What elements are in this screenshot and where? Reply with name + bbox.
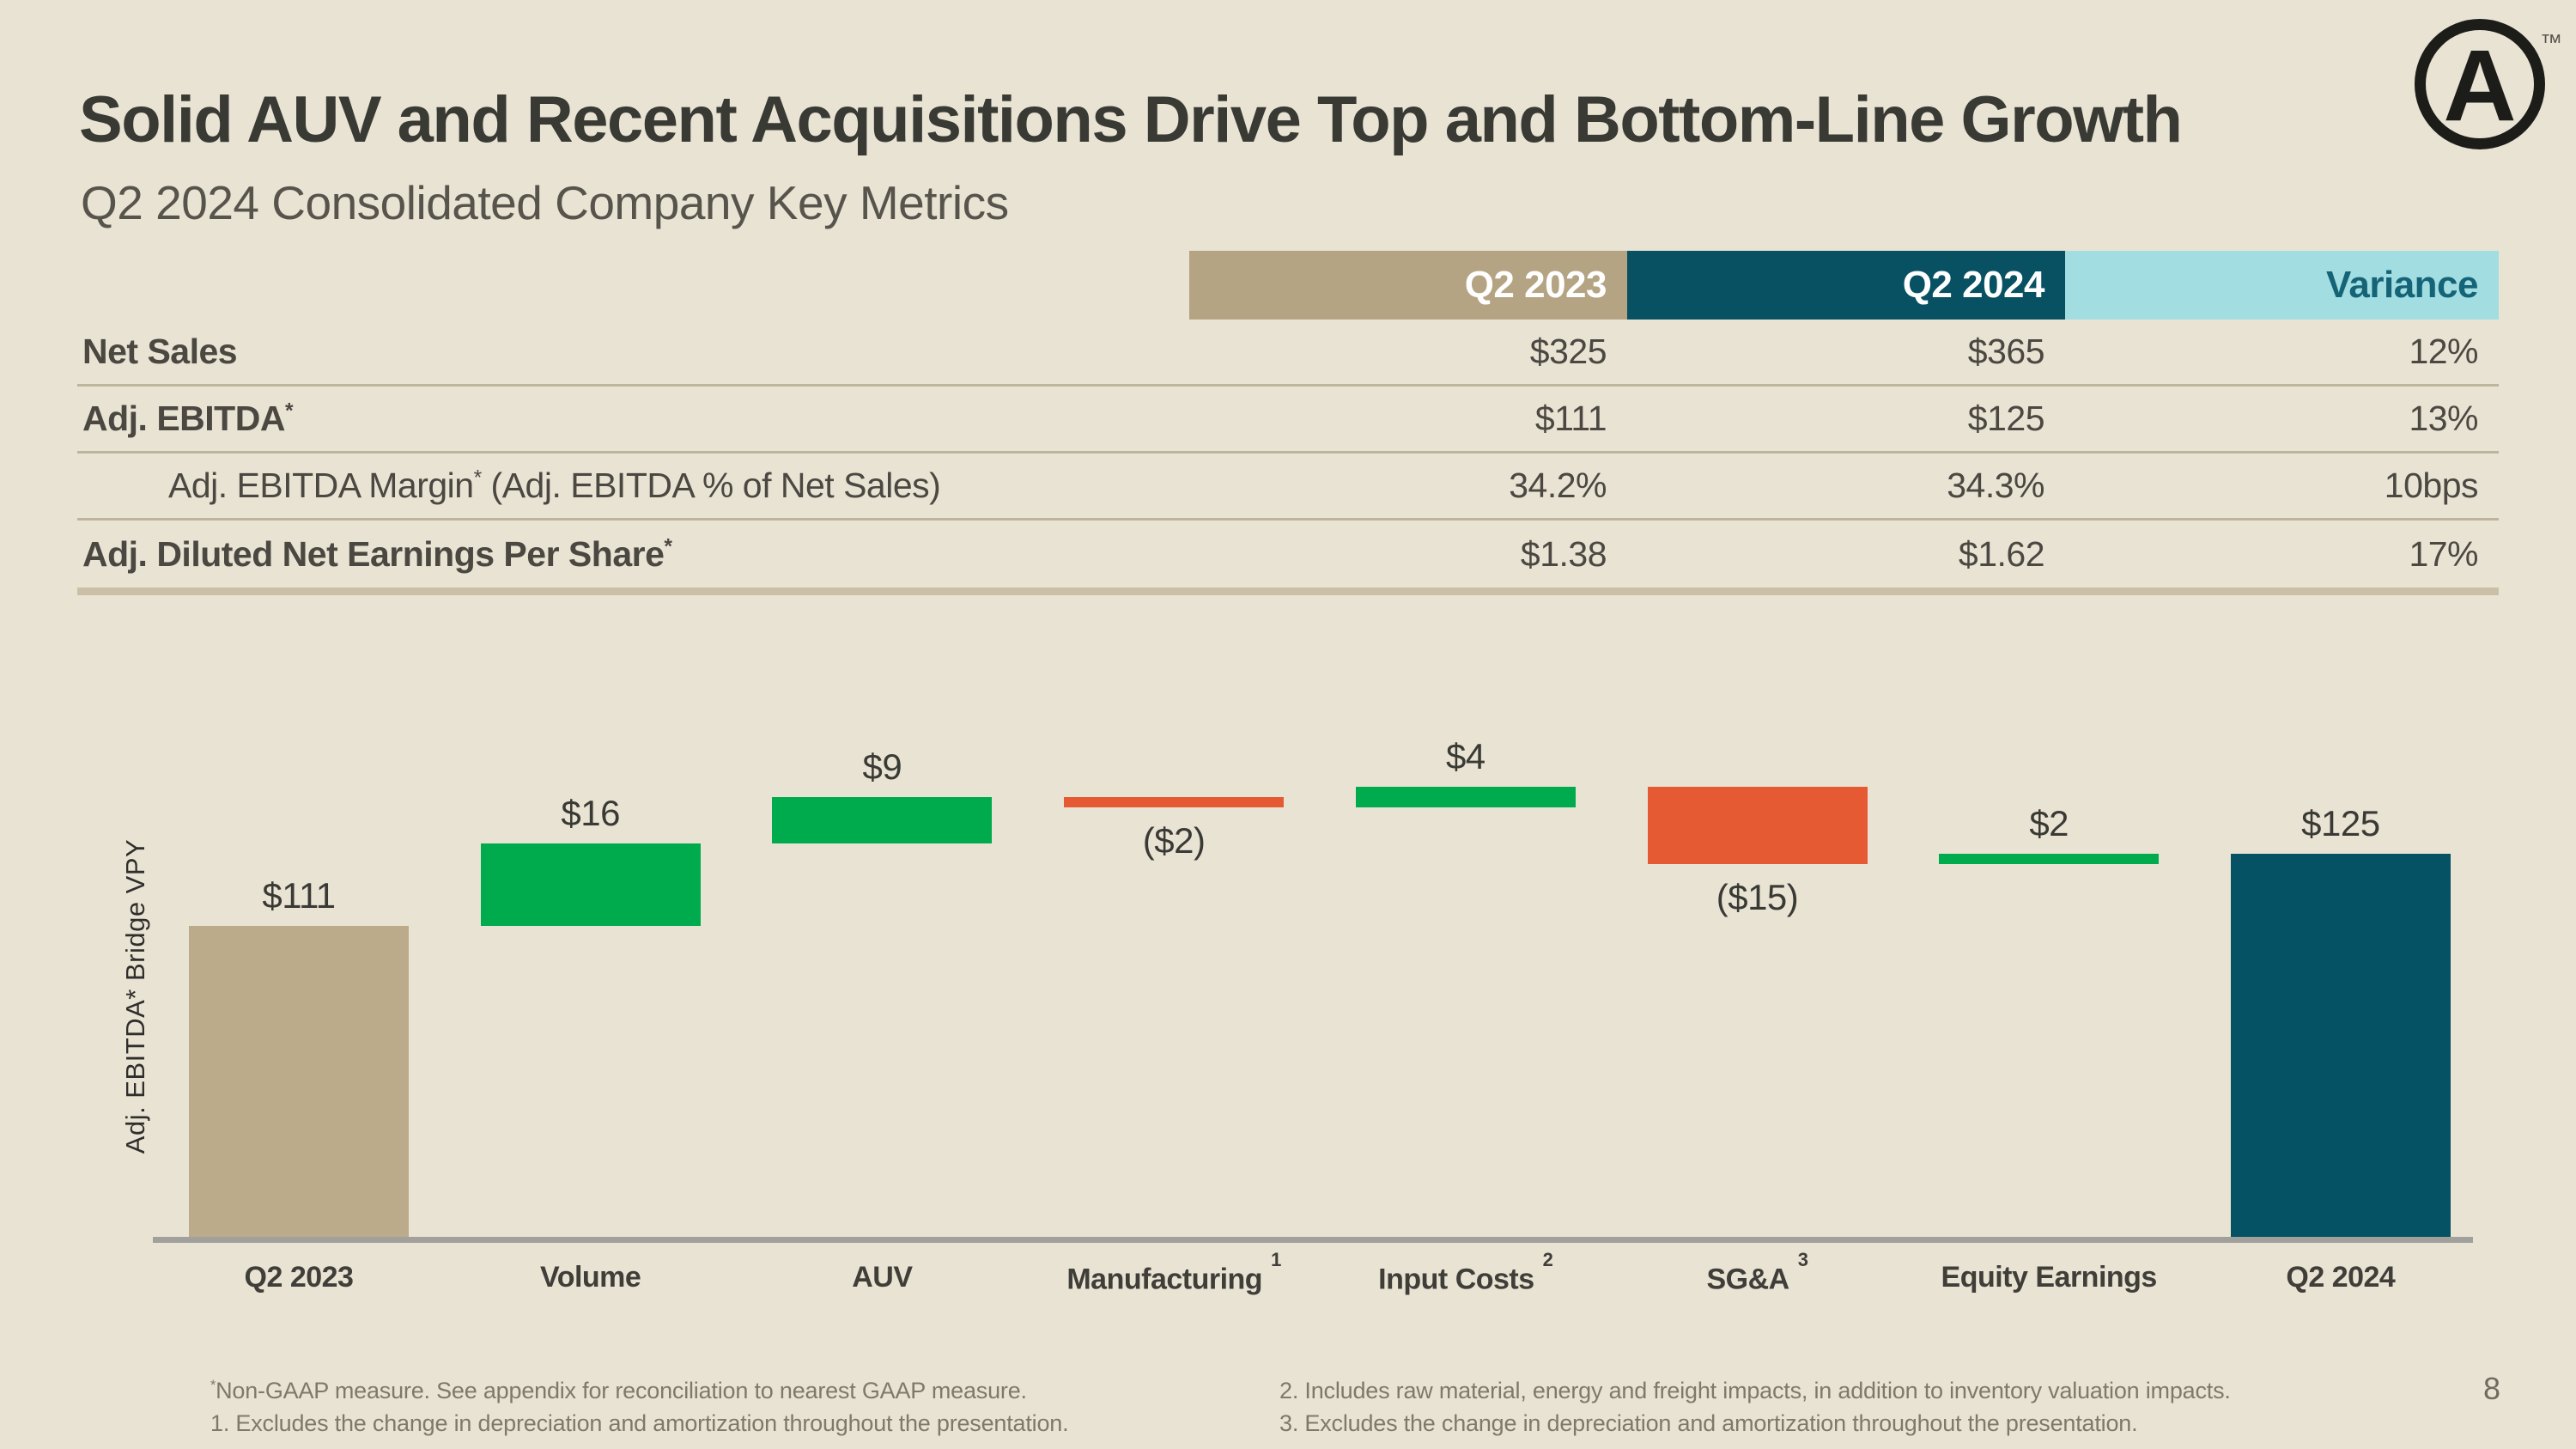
table-row: Adj. EBITDA Margin* (Adj. EBITDA % of Ne… <box>77 454 2499 521</box>
table-bottom-rule <box>77 588 2499 595</box>
bar-category-label: Input Costs2 <box>1378 1249 1553 1296</box>
col-header-q2-2024: Q2 2024 <box>1627 251 2065 320</box>
trademark-icon: ™ <box>2540 29 2562 55</box>
bar-category-label: Manufacturing1 <box>1066 1249 1281 1296</box>
bar-value-label: ($2) <box>1142 820 1206 861</box>
bar-value-label: $16 <box>561 793 620 833</box>
page-number: 8 <box>2482 1371 2500 1406</box>
bar-category-label: Q2 2023 <box>244 1261 354 1294</box>
bar-value-label: $125 <box>2301 803 2380 843</box>
bar-category-label: SG&A3 <box>1706 1249 1808 1296</box>
logo-letter: A <box>2443 29 2517 143</box>
footnotes-left: *Non-GAAP measure. See appendix for reco… <box>210 1374 1069 1440</box>
table-cell: $325 <box>1529 332 1607 371</box>
col-header-q2-2023: Q2 2023 <box>1189 251 1627 320</box>
table-cell: 17% <box>2409 533 2478 574</box>
table-row: Net Sales $325 $365 12% <box>77 320 2499 387</box>
page-title: Solid AUV and Recent Acquisitions Drive … <box>79 83 2183 156</box>
chart-y-axis-label: Adj. EBITDA* Bridge VPY <box>120 838 150 1154</box>
waterfall-bar-manufacturing <box>1064 797 1285 807</box>
chart-x-axis-line <box>153 1237 2473 1243</box>
footnote-line: *Non-GAAP measure. See appendix for reco… <box>210 1378 1027 1403</box>
row-label: Adj. EBITDA Margin* (Adj. EBITDA % of Ne… <box>168 466 941 505</box>
waterfall-bar-q2-2024 <box>2230 854 2451 1237</box>
waterfall-bar-auv <box>772 797 993 843</box>
waterfall-bar-equity-earnings <box>1939 854 2160 864</box>
table-cell: $365 <box>1967 332 2045 371</box>
table-row: Adj. Diluted Net Earnings Per Share* $1.3… <box>77 521 2499 588</box>
waterfall-bar-q2-2023 <box>189 926 409 1237</box>
table-body: Net Sales $325 $365 12% Adj. EBITDA* $111 $125… <box>77 320 2499 588</box>
key-metrics-table: Q2 2023 Q2 2024 Variance Net Sales $325 $3… <box>77 251 2499 595</box>
table-cell: 34.3% <box>1947 466 2044 505</box>
bar-value-label: $111 <box>262 875 336 916</box>
footnote-line: 1. Excludes the change in depreciation a… <box>210 1410 1069 1436</box>
table-cell: $1.62 <box>1958 533 2045 574</box>
bar-value-label: $4 <box>1445 736 1485 776</box>
waterfall-bar-volume <box>480 843 701 926</box>
bar-category-label: Q2 2024 <box>2286 1261 2396 1294</box>
table-cell: 12% <box>2409 332 2478 371</box>
row-label: Adj. EBITDA* <box>82 399 294 438</box>
table-cell: $125 <box>1967 399 2045 438</box>
bar-category-label: Volume <box>540 1261 641 1294</box>
bar-category-label: Equity Earnings <box>1941 1261 2158 1294</box>
footnote-line: 3. Excludes the change in depreciation a… <box>1279 1410 2138 1436</box>
row-label: Net Sales <box>82 332 238 371</box>
bar-value-label: $2 <box>2029 803 2069 843</box>
table-header-spacer <box>77 251 1189 320</box>
table-cell: $111 <box>1534 399 1607 438</box>
page-subtitle: Q2 2024 Consolidated Company Key Metrics <box>81 176 1009 229</box>
bar-value-label: ($15) <box>1716 877 1799 917</box>
company-logo: A <box>2415 19 2545 149</box>
bar-value-label: $9 <box>862 746 902 787</box>
bar-category-label: AUV <box>852 1261 913 1294</box>
table-row: Adj. EBITDA* $111 $125 13% <box>77 387 2499 454</box>
waterfall-bar-sg-a <box>1647 787 1868 864</box>
table-cell: 34.2% <box>1509 466 1607 505</box>
footnote-line: 2. Includes raw material, energy and fre… <box>1279 1378 2231 1403</box>
table-cell: 13% <box>2409 399 2478 438</box>
table-cell: 10bps <box>2384 466 2479 505</box>
table-header-row: Q2 2023 Q2 2024 Variance <box>77 251 2499 320</box>
footnotes-right: 2. Includes raw material, energy and fre… <box>1279 1374 2231 1440</box>
col-header-variance: Variance <box>2065 251 2499 320</box>
waterfall-bar-input-costs <box>1355 787 1576 807</box>
row-label: Adj. Diluted Net Earnings Per Share* <box>82 533 672 574</box>
table-cell: $1.38 <box>1520 533 1607 574</box>
